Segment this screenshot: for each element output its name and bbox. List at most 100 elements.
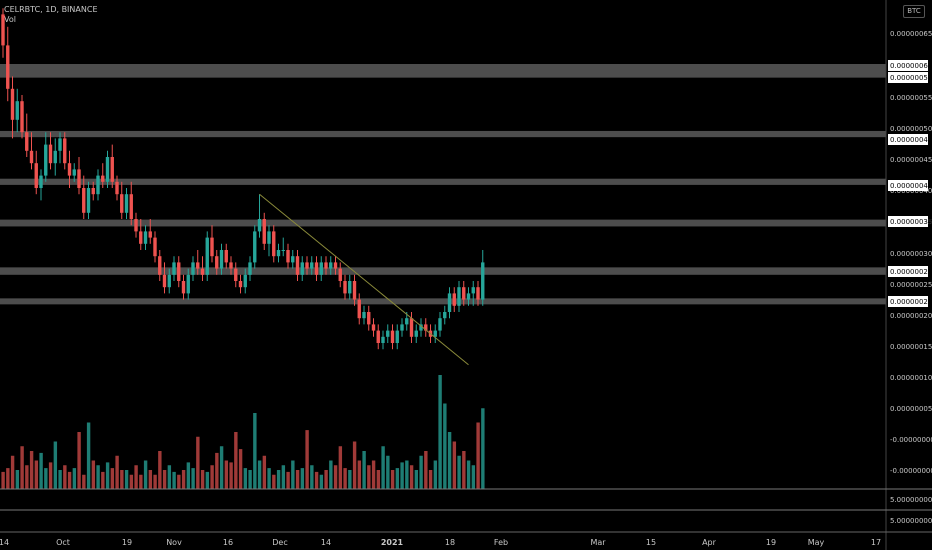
candle-body bbox=[286, 250, 290, 263]
symbol-line: CELRBTC, 1D, BINANCE bbox=[4, 5, 98, 14]
candle-body bbox=[91, 188, 95, 195]
candlesticks bbox=[1, 8, 485, 350]
x-tick-label: 14 bbox=[0, 538, 9, 547]
volume-bar bbox=[1, 471, 5, 489]
volume-bar bbox=[338, 446, 343, 489]
volume-bar bbox=[466, 460, 471, 489]
candle-body bbox=[115, 181, 119, 195]
candle-body bbox=[167, 274, 171, 288]
volume-bar bbox=[276, 470, 281, 489]
volume-bar bbox=[67, 471, 72, 489]
candle-body bbox=[86, 188, 91, 213]
volume-bar bbox=[10, 455, 15, 489]
x-tick-label: May bbox=[808, 538, 825, 547]
volume-bar bbox=[262, 455, 267, 489]
candle-body bbox=[419, 324, 423, 331]
volume-bar bbox=[414, 470, 419, 489]
pane-tick-label: 5.00000000 bbox=[890, 496, 932, 504]
x-tick-label: Oct bbox=[56, 538, 70, 547]
volume-bar bbox=[101, 471, 105, 489]
price-tag-box bbox=[888, 296, 928, 307]
candle-body bbox=[196, 262, 200, 269]
volume-bar bbox=[82, 474, 86, 489]
y-tick-label: 0.00000045 bbox=[890, 156, 932, 164]
candle-body bbox=[348, 281, 352, 294]
volume-bar bbox=[234, 432, 238, 489]
candle-body bbox=[25, 132, 29, 151]
candle-body bbox=[129, 194, 133, 219]
candle-body bbox=[295, 256, 300, 275]
candle-body bbox=[29, 150, 34, 164]
x-tick-label: 19 bbox=[122, 538, 132, 547]
price-tag-label: 0.00000022 bbox=[890, 298, 932, 306]
candle-body bbox=[120, 194, 124, 213]
candle-body bbox=[15, 101, 19, 120]
candle-body bbox=[181, 281, 186, 294]
volume-bar bbox=[419, 455, 423, 489]
price-tag-label: 0.00000027 bbox=[890, 268, 932, 276]
pane-tick-label: 5.00000000 bbox=[890, 517, 932, 525]
volume-bar bbox=[224, 460, 229, 489]
candle-body bbox=[390, 330, 395, 343]
volume-bar bbox=[343, 468, 347, 489]
candle-body bbox=[186, 274, 190, 294]
candle-body bbox=[433, 330, 437, 337]
volume-bar bbox=[177, 474, 181, 489]
candle-body bbox=[162, 274, 167, 288]
zone-band bbox=[0, 219, 886, 227]
candle-body bbox=[34, 163, 38, 188]
volume-bar bbox=[428, 470, 433, 489]
candle-body bbox=[200, 268, 205, 275]
y-tick-label: 0.00000015 bbox=[890, 343, 932, 351]
candle-body bbox=[291, 256, 295, 263]
trendline bbox=[259, 193, 469, 366]
candle-body bbox=[101, 175, 105, 182]
candle-body bbox=[158, 256, 162, 275]
volume-bar bbox=[91, 460, 96, 489]
candle-body bbox=[205, 237, 209, 275]
y-tick-label: 0.00000065 bbox=[890, 30, 932, 38]
candle-body bbox=[367, 312, 371, 325]
volume-bar bbox=[452, 441, 457, 489]
volume-bar bbox=[15, 470, 20, 489]
candle-body bbox=[329, 262, 333, 269]
y-tick-label: 0.00000005 bbox=[890, 405, 932, 413]
x-tick-label: 2021 bbox=[381, 538, 404, 547]
volume-bar bbox=[481, 408, 485, 489]
candle-body bbox=[243, 274, 247, 288]
currency-badge[interactable]: BTC bbox=[903, 5, 925, 18]
volume-bar bbox=[186, 462, 191, 489]
x-tick-label: 17 bbox=[871, 538, 881, 547]
volume-bar bbox=[200, 470, 205, 489]
zone-band bbox=[0, 178, 886, 185]
volume-bar bbox=[319, 474, 324, 489]
candle-body bbox=[371, 324, 376, 331]
volume-bar bbox=[44, 468, 48, 489]
volume-bar bbox=[433, 460, 438, 489]
price-tag-label: 0.00000035 bbox=[890, 218, 932, 226]
price-tag-box bbox=[888, 72, 928, 83]
volume-bar bbox=[329, 460, 333, 489]
candle-body bbox=[310, 262, 314, 269]
volume-bar bbox=[205, 471, 210, 489]
zone-band bbox=[0, 298, 886, 305]
candle-body bbox=[386, 330, 390, 337]
price-tag-box bbox=[888, 216, 928, 227]
candle-body bbox=[462, 287, 466, 300]
volume-bar bbox=[53, 441, 58, 489]
volume-bar bbox=[77, 432, 81, 489]
volume-bar bbox=[238, 449, 243, 489]
x-tick-label: 19 bbox=[766, 538, 776, 547]
candle-body bbox=[362, 312, 366, 319]
y-tick-label: 0.00000025 bbox=[890, 281, 932, 289]
candle-body bbox=[352, 281, 357, 300]
volume-bar bbox=[134, 465, 138, 489]
volume-bar bbox=[376, 470, 381, 489]
candle-body bbox=[96, 175, 100, 195]
candle-body bbox=[229, 262, 233, 269]
chart-legend: CELRBTC, 1D, BINANCE Vol bbox=[4, 5, 98, 25]
candle-body bbox=[409, 318, 414, 337]
volume-bar bbox=[48, 462, 53, 489]
candle-body bbox=[338, 268, 342, 281]
